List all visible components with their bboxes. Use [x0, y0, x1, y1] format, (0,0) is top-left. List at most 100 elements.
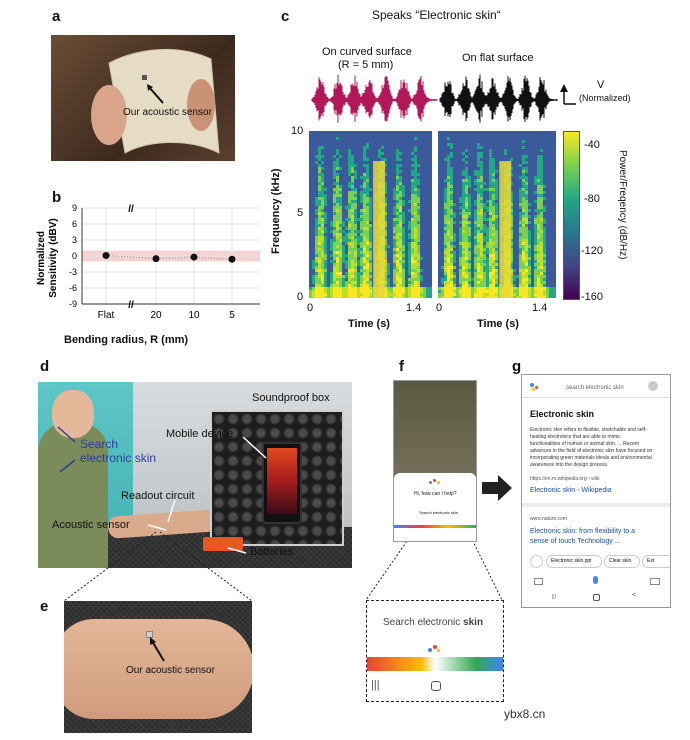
- spectrogram-cell: [354, 281, 357, 284]
- spectrogram-cell: [525, 236, 528, 239]
- spectrogram-cell: [462, 197, 465, 200]
- nature-title-line1[interactable]: Electronic skin: from flexibility to a: [530, 528, 636, 535]
- spectrogram-cell: [366, 245, 369, 248]
- nature-title-line2[interactable]: sense of touch Technology ...: [530, 538, 621, 545]
- spectrogram-cell: [360, 248, 363, 251]
- spectrogram-cell: [345, 239, 348, 242]
- v-normalized-label: (Normalized): [579, 93, 631, 103]
- chip[interactable]: Est: [642, 555, 670, 568]
- spectrogram-cell: [462, 182, 465, 185]
- spectrogram-cell: [411, 218, 414, 221]
- spectrogram-cell: [354, 194, 357, 197]
- spectrogram-cell: [465, 230, 468, 233]
- chip[interactable]: Clear skin: [604, 555, 640, 568]
- spectrogram-cell: [492, 287, 495, 290]
- chip[interactable]: Electronic skin ppt: [546, 555, 602, 568]
- spectrogram-cell: [540, 200, 543, 203]
- spectrogram-cell: [384, 242, 387, 245]
- spectrogram-cell: [411, 263, 414, 266]
- spectrogram-cell: [396, 158, 399, 161]
- spectrogram-cell: [489, 290, 492, 293]
- search-bar[interactable]: search electronic skin: [566, 385, 624, 391]
- spectrogram-cell: [345, 233, 348, 236]
- spectrogram-cell: [462, 257, 465, 260]
- spectrogram-cell: [339, 236, 342, 239]
- spectrogram-cell: [483, 263, 486, 266]
- mic-icon[interactable]: [593, 576, 598, 584]
- spectrogram-cell: [351, 203, 354, 206]
- spectrogram-cell: [414, 278, 417, 281]
- spectrogram-cell: [399, 266, 402, 269]
- spectrogram-cell: [408, 245, 411, 248]
- zoom-nav-bar: |||: [367, 673, 503, 701]
- spectrogram-cell: [324, 266, 327, 269]
- spectrogram-cell: [369, 296, 372, 298]
- spectrogram-cell: [402, 263, 405, 266]
- readout-circuit-label: Readout circuit: [121, 490, 195, 502]
- spectrogram-cell: [540, 167, 543, 170]
- spectrogram-cell: [486, 239, 489, 242]
- nav-back-icon[interactable]: <: [632, 592, 637, 599]
- spectrogram-cell: [333, 194, 336, 197]
- tray-icon[interactable]: [534, 578, 543, 585]
- spectrogram-cell: [447, 173, 450, 176]
- spectrogram-cell: [324, 218, 327, 221]
- spectrogram-cell: [321, 227, 324, 230]
- spectrogram-cell: [336, 257, 339, 260]
- nav-home-icon[interactable]: [593, 594, 600, 601]
- spectrogram-cell: [492, 245, 495, 248]
- spectrogram-cell: [489, 281, 492, 284]
- spectrogram-cell: [369, 290, 372, 293]
- spectrogram-cell: [414, 233, 417, 236]
- spectrogram-cell: [474, 179, 477, 182]
- spectrogram-cell: [447, 296, 450, 298]
- recents-icon[interactable]: |||: [371, 679, 380, 691]
- spectrogram-cell: [459, 278, 462, 281]
- spectrogram-cell: [345, 236, 348, 239]
- spectrogram-cell: [354, 266, 357, 269]
- spectrogram-cell: [534, 266, 537, 269]
- spectrogram-cell: [330, 260, 333, 263]
- spectrogram-cell: [474, 173, 477, 176]
- spectrogram-cell: [492, 284, 495, 287]
- spectrogram-cell: [369, 251, 372, 254]
- spectrogram-cell: [522, 242, 525, 245]
- spectrogram-cell: [363, 155, 366, 158]
- spectrogram-cell: [510, 254, 513, 257]
- spectrogram-cell: [414, 260, 417, 263]
- spectrogram-cell: [474, 284, 477, 287]
- spectrogram-cell: [486, 275, 489, 278]
- spectrogram-cell: [366, 173, 369, 176]
- spectrogram-cell: [411, 260, 414, 263]
- snippet-line: incorporating green materials ideals and…: [530, 455, 652, 461]
- spectrogram-cell: [369, 266, 372, 269]
- spectrogram-cell: [495, 182, 498, 185]
- spectrogram-cell: [525, 287, 528, 290]
- spectrogram-cell: [399, 293, 402, 296]
- keyboard-icon[interactable]: [650, 578, 660, 585]
- ytick-label: 6: [72, 219, 77, 229]
- spectrogram-curved: [309, 131, 432, 298]
- spectrogram-cell: [399, 188, 402, 191]
- g-chip-icon[interactable]: [530, 555, 543, 568]
- spectrogram-cell: [480, 185, 483, 188]
- v-label: V: [597, 79, 605, 91]
- nav-recents-icon[interactable]: |||: [552, 594, 556, 600]
- spectrogram-cell: [411, 224, 414, 227]
- account-avatar[interactable]: [648, 381, 658, 391]
- spectrogram-cell: [492, 248, 495, 251]
- spectrogram-cell: [537, 218, 540, 221]
- spectrogram-cell: [531, 296, 534, 298]
- spectrogram-cell: [333, 164, 336, 167]
- spectrogram-cell: [333, 206, 336, 209]
- spectrogram-cell: [441, 287, 444, 290]
- spectrogram-cell: [450, 278, 453, 281]
- home-icon[interactable]: [431, 681, 441, 691]
- spectrogram-cell: [459, 260, 462, 263]
- spectrogram-cell: [402, 191, 405, 194]
- spectrogram-cell: [510, 248, 513, 251]
- wiki-link[interactable]: Electronic skin - Wikipedia: [530, 487, 612, 494]
- spectrogram-cell: [477, 203, 480, 206]
- ytick-label: 3: [72, 235, 77, 245]
- spectrogram-cell: [351, 179, 354, 182]
